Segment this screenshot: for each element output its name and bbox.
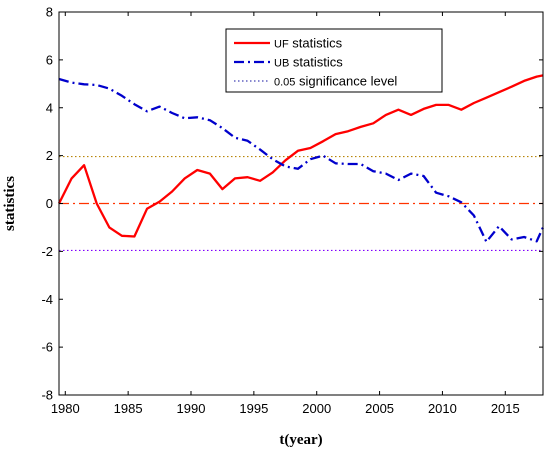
x-tick-label: 2005: [365, 401, 394, 416]
legend-label-prefix: UF: [274, 39, 289, 51]
y-tick-label: 6: [46, 52, 53, 67]
y-tick-label: 2: [46, 148, 53, 163]
legend-label: UF statistics: [274, 36, 343, 51]
y-tick-label: 8: [46, 5, 53, 20]
x-tick-label: 2000: [302, 401, 331, 416]
y-tick-label: -8: [41, 388, 53, 403]
series-line-0: [57, 74, 544, 238]
series-lines: [57, 74, 545, 243]
series-line-1: [58, 77, 545, 243]
legend-label: 0.05 significance level: [274, 74, 397, 89]
axis-ticks: 1980 1985 1990 1995 2000 2005 2010 2015 8 6 4 2 0 -2 -…: [41, 5, 543, 416]
y-tick-label: -4: [41, 292, 53, 307]
y-tick-label: -2: [41, 244, 53, 259]
x-tick-label: 1990: [177, 401, 206, 416]
x-tick-label: 2015: [491, 401, 520, 416]
reference-lines: [59, 155, 543, 252]
x-tick-label: 1985: [114, 401, 143, 416]
x-tick-label: 2010: [428, 401, 457, 416]
legend-label-text: significance level: [295, 74, 397, 89]
legend-label-text: statistics: [289, 55, 343, 70]
x-axis-label: t(year): [279, 432, 322, 448]
legend-label: UB statistics: [274, 55, 343, 70]
y-axis-label: statistics: [2, 176, 18, 231]
legend-label-prefix: UB: [274, 58, 289, 70]
x-tick-label: 1980: [51, 401, 80, 416]
x-tick-label: 1995: [239, 401, 268, 416]
y-tick-label: 0: [46, 196, 53, 211]
legend-label-text: statistics: [289, 36, 343, 51]
legend-label-prefix: 0.05: [274, 77, 295, 89]
y-tick-label: 4: [46, 100, 53, 115]
y-tick-label: -6: [41, 340, 53, 355]
